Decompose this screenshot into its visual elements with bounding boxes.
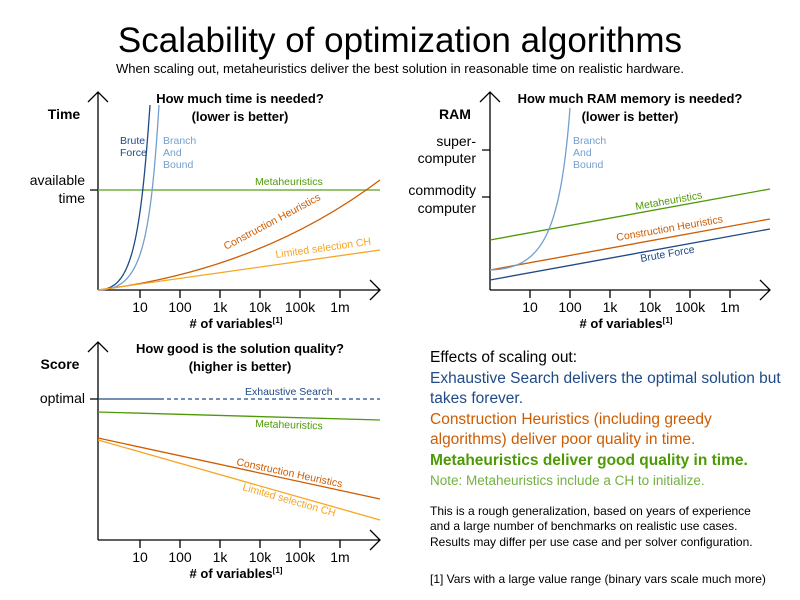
time-brute-force-curve bbox=[97, 104, 151, 291]
score-chart-subtitle: (higher is better) bbox=[189, 359, 292, 374]
branch-bound-label-3: Bound bbox=[163, 159, 194, 171]
tick-label: 10k bbox=[249, 549, 273, 565]
supercomputer-label: super- bbox=[436, 133, 476, 149]
score-metaheuristics-line bbox=[97, 411, 381, 421]
time-axes bbox=[87, 91, 381, 301]
tick-label: 1m bbox=[330, 299, 349, 315]
tick-label: 100k bbox=[675, 299, 706, 315]
score-construction-line bbox=[97, 437, 381, 500]
time-limited-line bbox=[97, 249, 381, 291]
optimal-label: optimal bbox=[40, 390, 85, 406]
metaheuristics-label: Metaheuristics bbox=[634, 189, 703, 213]
title: Scalability of optimization algorithms bbox=[118, 21, 682, 60]
ram-chart: How much RAM memory is needed? (lower is… bbox=[408, 91, 771, 331]
tick-label: 1m bbox=[330, 549, 349, 565]
note-exhaustive: Exhaustive Search delivers the optimal s… bbox=[430, 369, 781, 408]
time-chart-subtitle: (lower is better) bbox=[192, 109, 289, 124]
tick-label: 1k bbox=[213, 299, 229, 315]
x-axis-label: # of variables[1] bbox=[580, 316, 673, 331]
tick-label: 100 bbox=[558, 299, 582, 315]
subtitle: When scaling out, metaheuristics deliver… bbox=[116, 61, 684, 76]
branch-bound-label: Branch bbox=[163, 135, 196, 147]
score-chart: How good is the solution quality? (highe… bbox=[40, 341, 381, 581]
ram-branch-bound-curve bbox=[489, 107, 571, 271]
branch-bound-label-2: And bbox=[163, 147, 182, 159]
tick-label: 1k bbox=[213, 549, 229, 565]
tick-label: 100 bbox=[168, 549, 192, 565]
tick-label: 10k bbox=[639, 299, 663, 315]
note-metaheuristics: Metaheuristics deliver good quality in t… bbox=[430, 451, 748, 469]
ram-axis-label: RAM bbox=[439, 106, 471, 122]
note-meta-init: Note: Metaheuristics include a CH to ini… bbox=[430, 473, 705, 488]
x-axis-label: # of variables[1] bbox=[190, 316, 283, 331]
brute-force-label: Brute Force bbox=[639, 244, 695, 265]
time-x-ticks: 10 100 1k 10k 100k 1m bbox=[132, 299, 350, 315]
ram-axes bbox=[479, 91, 771, 301]
score-chart-title: How good is the solution quality? bbox=[136, 341, 344, 356]
ram-chart-subtitle: (lower is better) bbox=[582, 109, 679, 124]
disclaimer-line-2: and a large number of benchmarks on real… bbox=[430, 519, 738, 533]
tick-label: 100 bbox=[168, 299, 192, 315]
ram-construction-line bbox=[489, 218, 771, 271]
branch-bound-label-3: Bound bbox=[573, 159, 604, 171]
ram-x-ticks: 10 100 1k 10k 100k 1m bbox=[522, 299, 740, 315]
disclaimer-line-3: Results may differ per use case and per … bbox=[430, 534, 753, 549]
commodity-label: commodity bbox=[408, 182, 476, 198]
exhaustive-label: Exhaustive Search bbox=[245, 386, 333, 398]
limited-label: Limited selection CH bbox=[275, 236, 372, 261]
ram-chart-title: How much RAM memory is needed? bbox=[518, 91, 743, 106]
brute-force-label-2: Force bbox=[120, 147, 147, 159]
note-construction: Construction Heuristics (including greed… bbox=[430, 410, 712, 449]
tick-label: 100k bbox=[285, 299, 316, 315]
notes-panel: Effects of scaling out: Exhaustive Searc… bbox=[430, 348, 790, 588]
tick-label: 10 bbox=[132, 299, 148, 315]
ram-metaheuristics-line bbox=[489, 188, 771, 241]
score-axis-label: Score bbox=[41, 356, 80, 372]
time-axis-label: Time bbox=[48, 106, 81, 122]
brute-force-label: Brute bbox=[120, 135, 145, 147]
tick-label: 10 bbox=[522, 299, 538, 315]
disclaimer-line-1: This is a rough generalization, based on… bbox=[430, 503, 751, 518]
tick-label: 10k bbox=[249, 299, 273, 315]
tick-label: 1k bbox=[603, 299, 619, 315]
notes-heading: Effects of scaling out: bbox=[430, 349, 578, 366]
available-time-label-2: time bbox=[59, 190, 86, 206]
score-axes bbox=[87, 341, 381, 551]
score-limited-line bbox=[97, 439, 381, 521]
tick-label: 10 bbox=[132, 549, 148, 565]
ram-brute-force-line bbox=[489, 228, 771, 281]
supercomputer-label-2: computer bbox=[418, 150, 477, 166]
metaheuristics-label: Metaheuristics bbox=[255, 176, 323, 188]
available-time-label: available bbox=[30, 172, 85, 188]
commodity-label-2: computer bbox=[418, 200, 477, 216]
metaheuristics-label: Metaheuristics bbox=[255, 418, 323, 432]
branch-bound-label: Branch bbox=[573, 135, 606, 147]
footnote: [1] Vars with a large value range (binar… bbox=[430, 572, 766, 586]
tick-label: 100k bbox=[285, 549, 316, 565]
branch-bound-label-2: And bbox=[573, 147, 592, 159]
construction-label: Construction Heuristics bbox=[615, 213, 723, 244]
time-chart-title: How much time is needed? bbox=[156, 91, 324, 106]
score-x-ticks: 10 100 1k 10k 100k 1m bbox=[132, 549, 350, 565]
time-chart: How much time is needed? (lower is bette… bbox=[30, 91, 381, 331]
x-axis-label: # of variables[1] bbox=[190, 566, 283, 581]
tick-label: 1m bbox=[720, 299, 739, 315]
